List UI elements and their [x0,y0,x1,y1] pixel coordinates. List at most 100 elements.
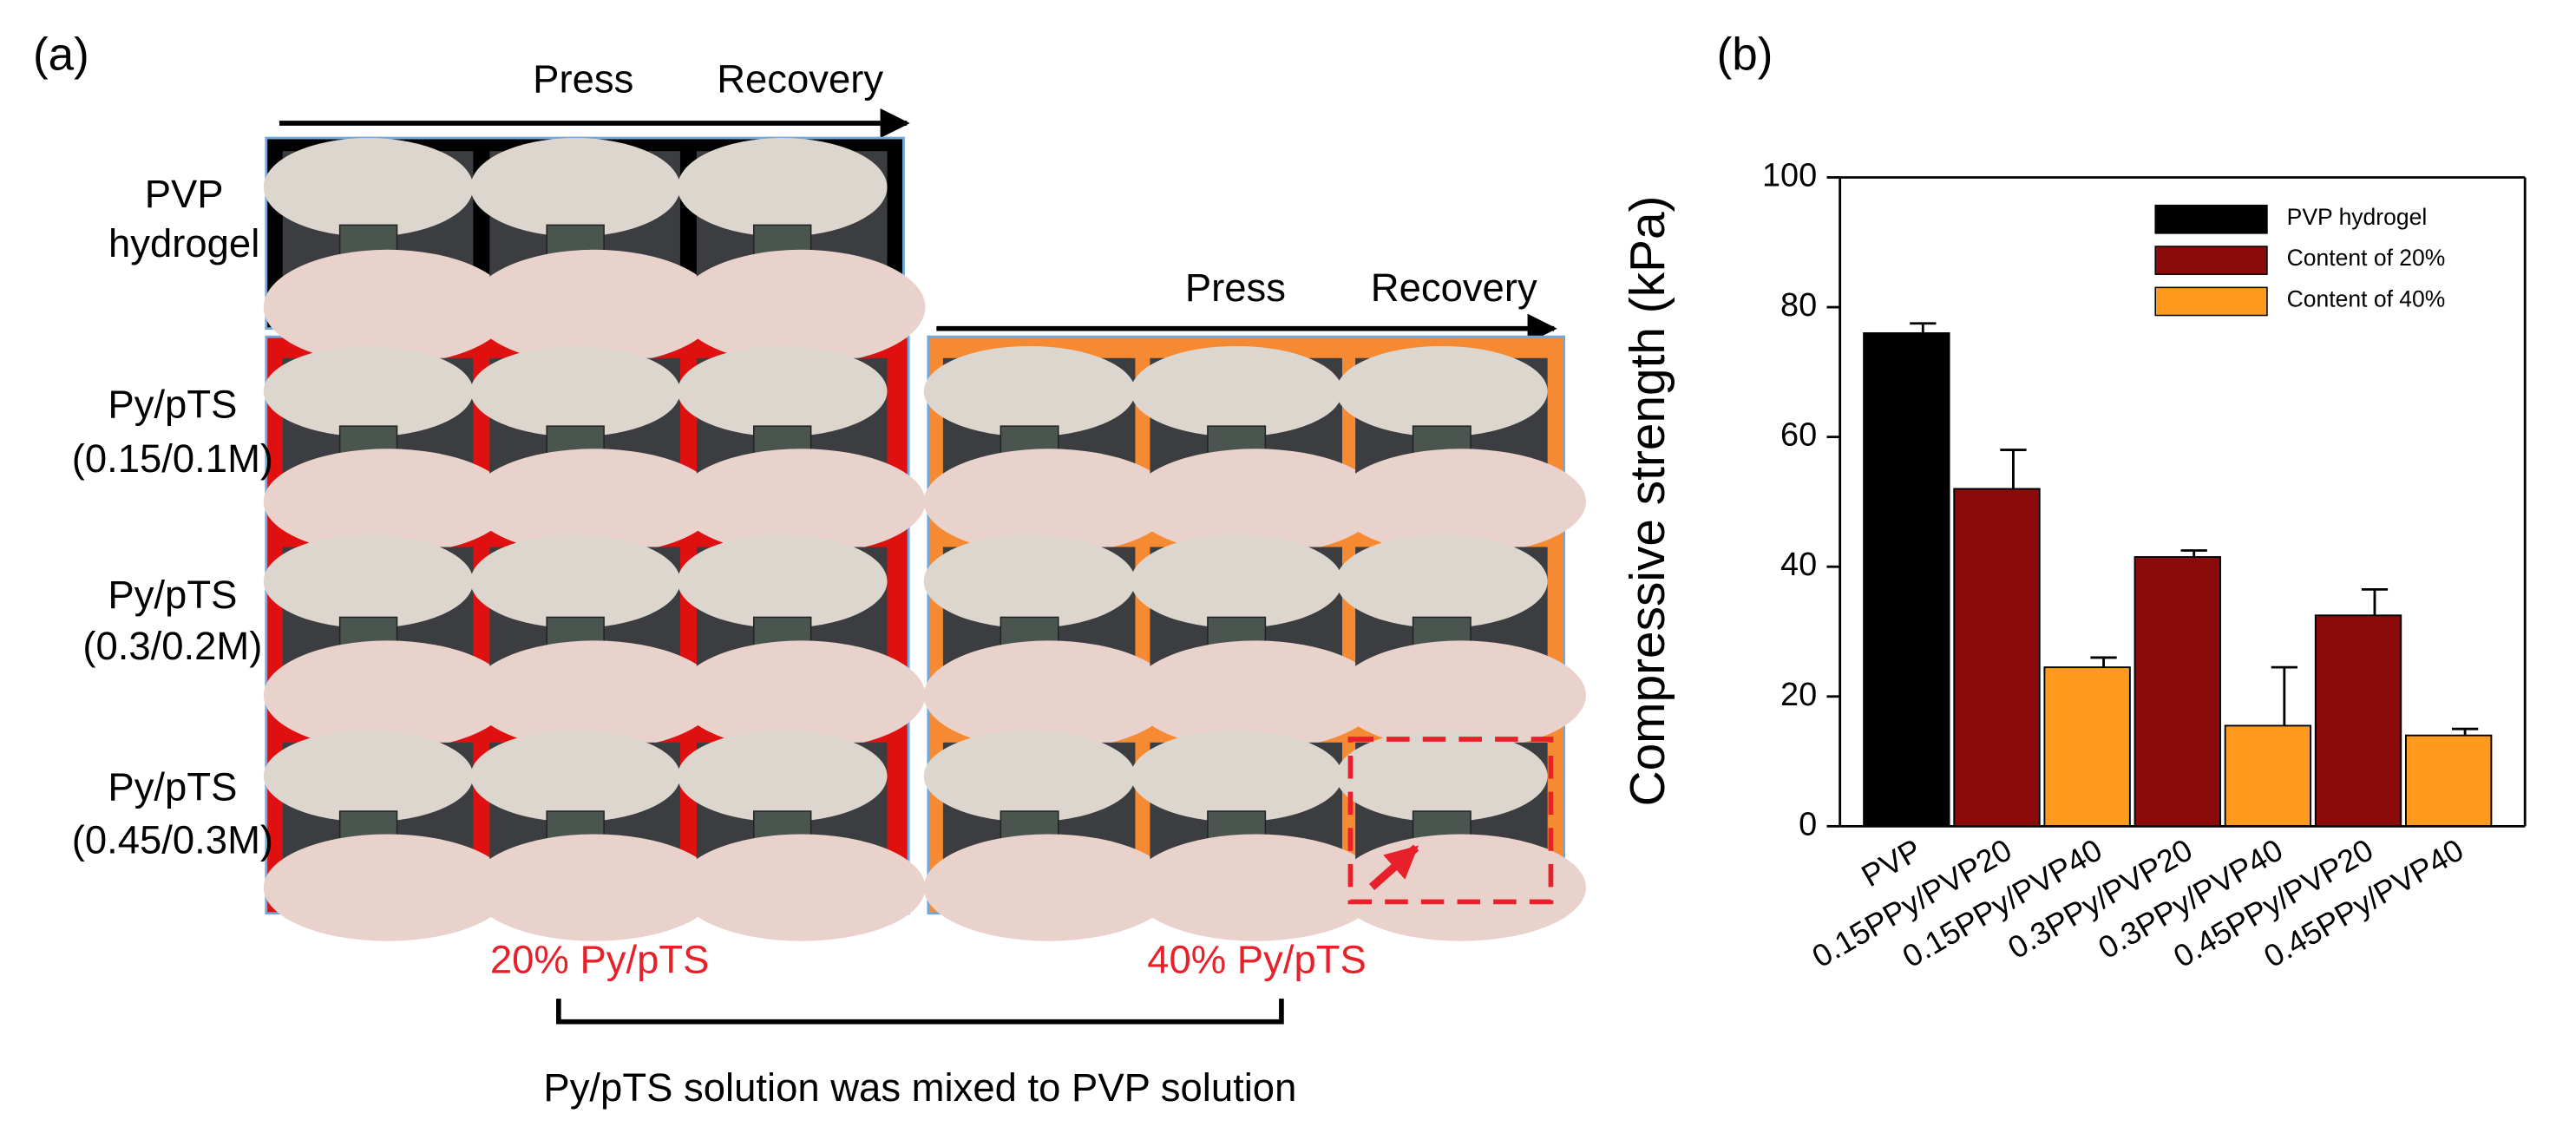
press-label: Press [533,57,633,102]
legend-swatch [2154,286,2268,317]
legend-swatch [2154,204,2268,234]
bar [2134,556,2221,828]
glove-top [263,534,474,629]
glove-top [923,534,1136,629]
bar [2404,734,2493,828]
finger-bottom [1131,640,1381,750]
glove-top [470,138,680,237]
glove-top [263,730,474,822]
finger-bottom [1335,640,1586,750]
photo [677,534,926,750]
finger-bottom [470,640,718,750]
glove-top [470,730,680,822]
gel [338,616,398,646]
group-label: 20% Py/pTS [490,938,710,982]
legend-label: Content of 40% [2287,285,2446,311]
finger-bottom [470,834,718,941]
glove-top [1131,534,1342,629]
photo [470,138,718,365]
press-label: Press [1185,265,1286,310]
photo [1131,730,1381,941]
legend-label: Content of 20% [2287,245,2446,271]
legend-label: PVP hydrogel [2287,204,2428,230]
row-label: Py/pTS [108,383,237,427]
glove-top [263,138,474,237]
bar [2224,724,2312,828]
glove-top [677,730,888,822]
y-tick-label: 80 [1780,287,1817,324]
photo [677,730,926,941]
glove-top [677,138,888,237]
photo [923,730,1174,941]
glove-top [677,345,888,437]
highlight-arrow [1368,844,1419,890]
row-label: hydrogel [108,221,259,265]
bar [1953,488,2041,828]
finger-bottom [1131,449,1381,555]
finger-bottom [1335,449,1586,555]
glove-top [1335,345,1548,437]
photos [263,138,1586,941]
glove-top [470,534,680,629]
photo [1335,345,1586,555]
photo [1335,730,1586,941]
photo [1131,534,1381,750]
glove-top [677,534,888,629]
finger-bottom [263,449,512,555]
photo [263,730,512,941]
bar [2043,666,2131,828]
group-label: 40% Py/pTS [1147,938,1367,982]
row-label: Py/pTS [108,573,237,617]
photo [1335,534,1586,750]
finger-bottom [263,249,512,365]
photo [470,345,718,555]
finger-bottom [263,834,512,941]
finger-bottom [677,640,926,750]
glove-top [1131,345,1342,437]
y-tick-label: 20 [1780,677,1817,713]
photo [1131,345,1381,555]
finger-bottom [470,249,718,365]
glove-top [470,345,680,437]
row-label: (0.15/0.1M) [72,436,273,481]
recovery-label: Recovery [1371,265,1537,310]
glove-top [923,730,1136,822]
row-label: Py/pTS [108,765,237,809]
finger-bottom [923,640,1174,750]
y-tick-label: 100 [1762,157,1817,193]
caption: Py/pTS solution was mixed to PVP solutio… [543,1065,1296,1110]
recovery-label: Recovery [717,57,883,102]
finger-bottom [1131,834,1381,941]
bar [2314,614,2402,828]
finger-bottom [677,834,926,941]
panel-label: (a) [33,29,89,80]
photo [470,730,718,941]
photo [923,345,1174,555]
y-axis-label: Compressive strength (kPa) [1621,196,1675,807]
panel-label: (b) [1717,29,1773,80]
y-tick-label: 0 [1799,806,1817,842]
photo [263,345,512,555]
bar [1863,332,1950,828]
finger-bottom [923,834,1174,941]
y-tick-label: 60 [1780,417,1817,454]
photo [923,534,1174,750]
finger-bottom [677,249,926,365]
photo [677,138,926,365]
finger-bottom [470,449,718,555]
photo [263,138,512,365]
glove-top [1335,534,1548,629]
photo [263,534,512,750]
photo [677,345,926,555]
finger-bottom [263,640,512,750]
y-tick-label: 40 [1780,547,1817,583]
photo [470,534,718,750]
bracket [556,999,1284,1025]
legend-swatch [2154,246,2268,275]
row-label: (0.3/0.2M) [82,624,262,668]
glove-top [263,345,474,437]
finger-bottom [677,449,926,555]
row-label: PVP [145,172,224,216]
